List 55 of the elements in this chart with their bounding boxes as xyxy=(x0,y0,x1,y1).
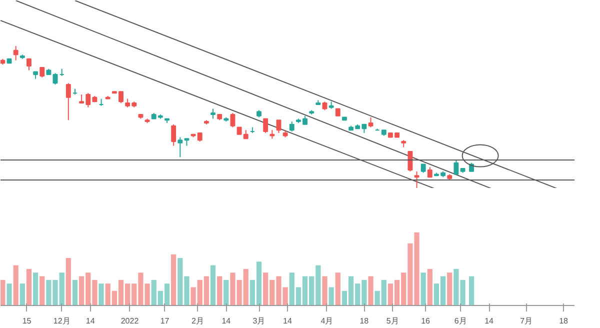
x-tick-label: 14 xyxy=(484,316,494,326)
x-tick-label: 3月 xyxy=(252,316,266,326)
bar xyxy=(98,284,104,306)
x-tick-label: 5月 xyxy=(386,316,399,326)
x-tick-label: 16 xyxy=(421,316,431,326)
candlestick xyxy=(414,170,420,188)
bar xyxy=(32,272,38,306)
bar xyxy=(40,276,45,306)
candlestick xyxy=(289,121,294,132)
x-tick-label: 18 xyxy=(559,316,569,326)
bar xyxy=(6,284,12,306)
candlestick xyxy=(368,116,374,128)
candlestick xyxy=(454,160,459,175)
bar xyxy=(368,276,374,306)
candlestick xyxy=(66,82,71,121)
candlestick xyxy=(230,112,236,128)
candlestick xyxy=(171,124,176,146)
candlestick xyxy=(52,72,58,86)
bar xyxy=(427,268,432,306)
x-tick-label: 7月 xyxy=(520,316,533,326)
bar xyxy=(20,284,25,306)
x-tick-label: 2月 xyxy=(191,316,204,326)
bar xyxy=(468,276,474,306)
bar xyxy=(335,272,340,306)
bar xyxy=(322,276,328,306)
x-tick-label: 14 xyxy=(86,316,96,326)
x-tick-label: 17 xyxy=(160,316,170,326)
x-tick-label: 4月 xyxy=(320,316,334,326)
candlestick xyxy=(26,58,32,71)
x-tick-label: 6月 xyxy=(454,316,467,326)
x-tick-label: 15 xyxy=(22,316,32,326)
bar xyxy=(26,268,32,306)
bar xyxy=(171,254,176,306)
bar xyxy=(224,280,229,306)
x-tick-label: 2022 xyxy=(120,316,140,326)
bar xyxy=(13,265,18,306)
bar xyxy=(72,280,78,306)
bar xyxy=(328,287,334,306)
candlestick xyxy=(276,120,282,134)
candlestick xyxy=(13,46,18,61)
candlestick xyxy=(263,118,268,134)
candlestick xyxy=(40,66,45,78)
bar xyxy=(0,280,6,306)
bar xyxy=(210,265,216,306)
bar xyxy=(447,272,452,306)
candlestick xyxy=(427,166,432,178)
x-tick-label: 14 xyxy=(222,316,232,326)
candlestick xyxy=(210,108,216,120)
x-tick-label: 14 xyxy=(283,316,292,326)
bar xyxy=(420,272,426,306)
bar xyxy=(217,276,222,306)
x-tick-label: 12月 xyxy=(53,316,70,326)
candlestick xyxy=(408,150,413,172)
x-tick-label: 18 xyxy=(360,316,370,326)
bar xyxy=(66,258,71,306)
